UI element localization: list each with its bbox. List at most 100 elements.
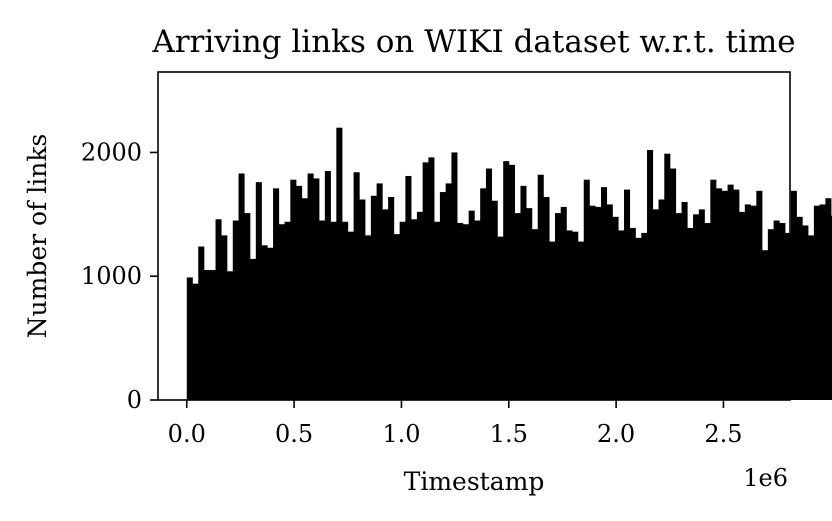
histogram-bar (618, 230, 625, 400)
histogram-bar (353, 172, 360, 400)
y-axis-ticks: 0 1000 2000 (81, 138, 158, 414)
x-axis-label: Timestamp (404, 467, 545, 496)
histogram-bar (227, 271, 234, 400)
histogram-bar (399, 221, 406, 400)
histogram-bar (675, 213, 682, 400)
histogram-bar (255, 182, 262, 400)
histogram-bar (445, 183, 452, 400)
histogram-bar (589, 205, 596, 400)
histogram-bar (514, 213, 521, 400)
histogram-bar (370, 195, 377, 400)
histogram-bar (762, 250, 769, 400)
histogram-bar (750, 205, 757, 400)
histogram-bar (296, 185, 303, 400)
histogram-bar (687, 227, 694, 400)
histogram-bar (537, 174, 544, 400)
histogram-bar (790, 190, 797, 400)
histogram-bar (186, 277, 193, 400)
histogram-bar (808, 235, 815, 400)
x-tick-label: 0.5 (275, 420, 313, 448)
y-tick-label: 0 (127, 386, 142, 414)
histogram-bar (497, 236, 504, 400)
histogram-bar (365, 235, 372, 400)
histogram-bar (658, 199, 665, 400)
histogram-bar (342, 221, 349, 400)
histogram-bar (785, 232, 792, 400)
histogram-bar (681, 201, 688, 400)
histogram-bar (439, 192, 446, 400)
histogram-bar (520, 185, 527, 400)
histogram-bar (336, 127, 343, 400)
histogram-bar (635, 237, 642, 400)
histogram-bar (359, 199, 366, 400)
histogram-bar (595, 206, 602, 400)
histogram-bar (693, 214, 700, 400)
histogram-bar (284, 221, 291, 400)
histogram-bar (721, 190, 728, 400)
histogram-bar (566, 230, 573, 400)
histogram-bar (238, 173, 245, 400)
histogram-bar (698, 209, 705, 400)
histogram-bar (215, 219, 222, 400)
histogram-bar (457, 223, 464, 400)
histogram-bar (307, 173, 314, 400)
histogram-bar (554, 213, 562, 400)
histogram-bar (543, 197, 550, 400)
histogram-bar (767, 229, 774, 400)
histogram-bar (382, 209, 389, 400)
histogram-bar (641, 232, 648, 400)
histogram-bar (209, 270, 216, 400)
histogram-bar (773, 220, 780, 400)
histogram-bar (411, 219, 418, 400)
histogram-bar (503, 161, 510, 400)
histogram-bar (422, 162, 429, 400)
histogram-bar (606, 204, 613, 400)
histogram-bar (716, 188, 723, 400)
histogram-bar (664, 153, 671, 400)
histogram-bar (267, 247, 274, 400)
histogram-bar (261, 245, 268, 400)
histogram-bar (727, 184, 734, 400)
histogram-bar (710, 179, 717, 400)
histogram-bar (462, 224, 469, 400)
histogram-bar (624, 189, 631, 400)
histogram-bar (819, 204, 826, 400)
histogram-bar (330, 221, 337, 400)
histogram-bar (290, 179, 297, 400)
histogram-bar (739, 211, 746, 400)
histogram-bar (796, 216, 803, 400)
histogram-bar (652, 209, 659, 400)
histogram-bar (301, 198, 308, 400)
histogram-bar (474, 220, 481, 400)
y-tick-label: 2000 (81, 138, 142, 166)
histogram-bar (813, 205, 820, 400)
histogram-bar (531, 229, 539, 400)
histogram-bar (393, 234, 400, 400)
histogram-bar (647, 149, 654, 400)
histogram-bar (324, 171, 331, 400)
histogram-bar (416, 211, 423, 400)
histogram-bar (376, 183, 383, 400)
histogram-bar (549, 241, 556, 400)
histogram-bar (273, 188, 280, 400)
histogram-bar (704, 223, 711, 400)
histogram-bar (198, 246, 205, 400)
histogram-bar (508, 164, 515, 400)
x-axis-offset-label: 1e6 (743, 464, 788, 492)
histogram-bar (313, 178, 320, 400)
x-tick-label: 0.0 (168, 420, 206, 448)
histogram-bar (388, 197, 395, 400)
histogram-bar (204, 270, 211, 400)
histogram-bar (583, 179, 590, 400)
histogram-bar (526, 208, 533, 400)
histogram-bar (577, 241, 585, 400)
x-tick-label: 2.0 (597, 420, 635, 448)
histogram-bar (670, 168, 677, 400)
histogram-bar (192, 283, 199, 400)
histogram-bar (405, 175, 412, 400)
histogram-bar (278, 224, 285, 400)
histogram-bar (560, 206, 567, 400)
histogram-bar (491, 200, 498, 400)
x-tick-label: 1.5 (490, 420, 528, 448)
